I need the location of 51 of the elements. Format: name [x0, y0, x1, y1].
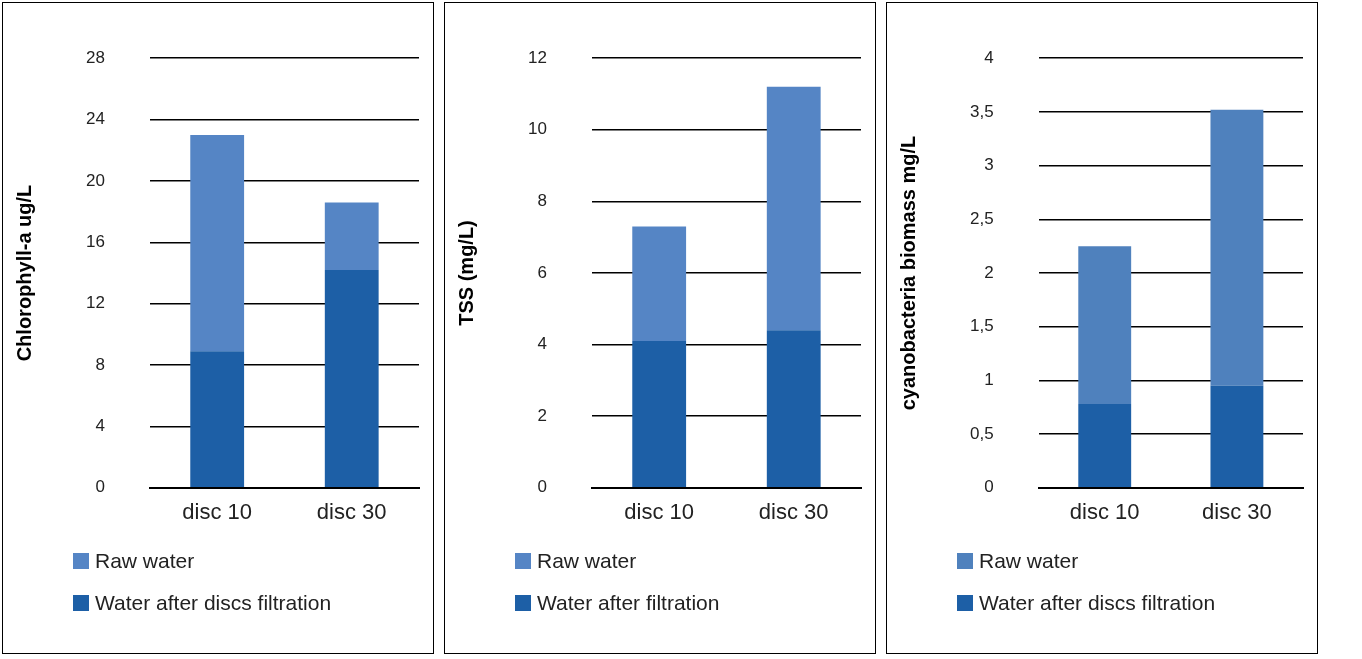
y-tick-label: 0 [984, 477, 994, 497]
legend-label: Water after discs filtration [95, 591, 332, 615]
y-tick-label: 2 [537, 405, 547, 425]
bar [324, 269, 379, 488]
y-axis-title: TSS (mg/L) [454, 220, 477, 326]
y-axis-title: Chlorophyll-a ug/L [12, 184, 35, 362]
y-tick-label: 10 [527, 119, 547, 139]
x-tick-label: disc 30 [316, 499, 387, 525]
bar [632, 226, 687, 342]
bar [190, 351, 245, 488]
y-tick-label: 12 [85, 293, 105, 313]
bar [1210, 385, 1264, 488]
y-tick-label: 1 [984, 370, 994, 390]
y-tick-label: 1,5 [969, 316, 994, 336]
legend-label: Raw water [537, 549, 637, 573]
y-tick-label: 3,5 [969, 101, 994, 121]
y-tick-label: 20 [85, 170, 105, 190]
y-tick-label: 0 [537, 477, 547, 497]
y-tick-label: 8 [95, 354, 105, 374]
x-tick-label: disc 10 [624, 499, 695, 525]
y-tick-label: 4 [95, 416, 105, 436]
x-tick-label: disc 30 [758, 499, 829, 525]
y-tick-label: 24 [85, 109, 105, 129]
legend-label: Raw water [95, 549, 195, 573]
y-tick-label: 8 [537, 191, 547, 211]
bar [190, 134, 245, 352]
bar [632, 341, 687, 488]
y-tick-label: 12 [527, 47, 547, 67]
y-tick-label: 3 [984, 155, 994, 175]
bar [1210, 109, 1264, 386]
legend-label: Raw water [979, 549, 1079, 573]
y-tick-label: 0,5 [969, 423, 994, 443]
y-tick-label: 0 [95, 477, 105, 497]
legend-label: Water after filtration [537, 591, 720, 615]
y-tick-label: 16 [85, 232, 105, 251]
y-tick-label: 4 [537, 334, 547, 354]
bar [324, 202, 379, 270]
bar [766, 330, 821, 488]
legend-label: Water after discs filtration [979, 591, 1216, 615]
x-tick-label: disc 10 [1069, 499, 1140, 525]
bar [766, 86, 821, 331]
y-tick-label: 28 [85, 47, 105, 67]
bar [1078, 246, 1132, 405]
y-tick-label: 2,5 [969, 208, 994, 228]
y-tick-label: 6 [537, 262, 547, 282]
x-tick-label: disc 30 [1202, 499, 1272, 525]
y-tick-label: 4 [984, 47, 994, 67]
x-tick-label: disc 10 [182, 499, 253, 525]
y-tick-label: 2 [984, 262, 994, 282]
bar [1078, 404, 1132, 488]
y-axis-title: cyanobacteria biomass mg/L [896, 135, 919, 411]
